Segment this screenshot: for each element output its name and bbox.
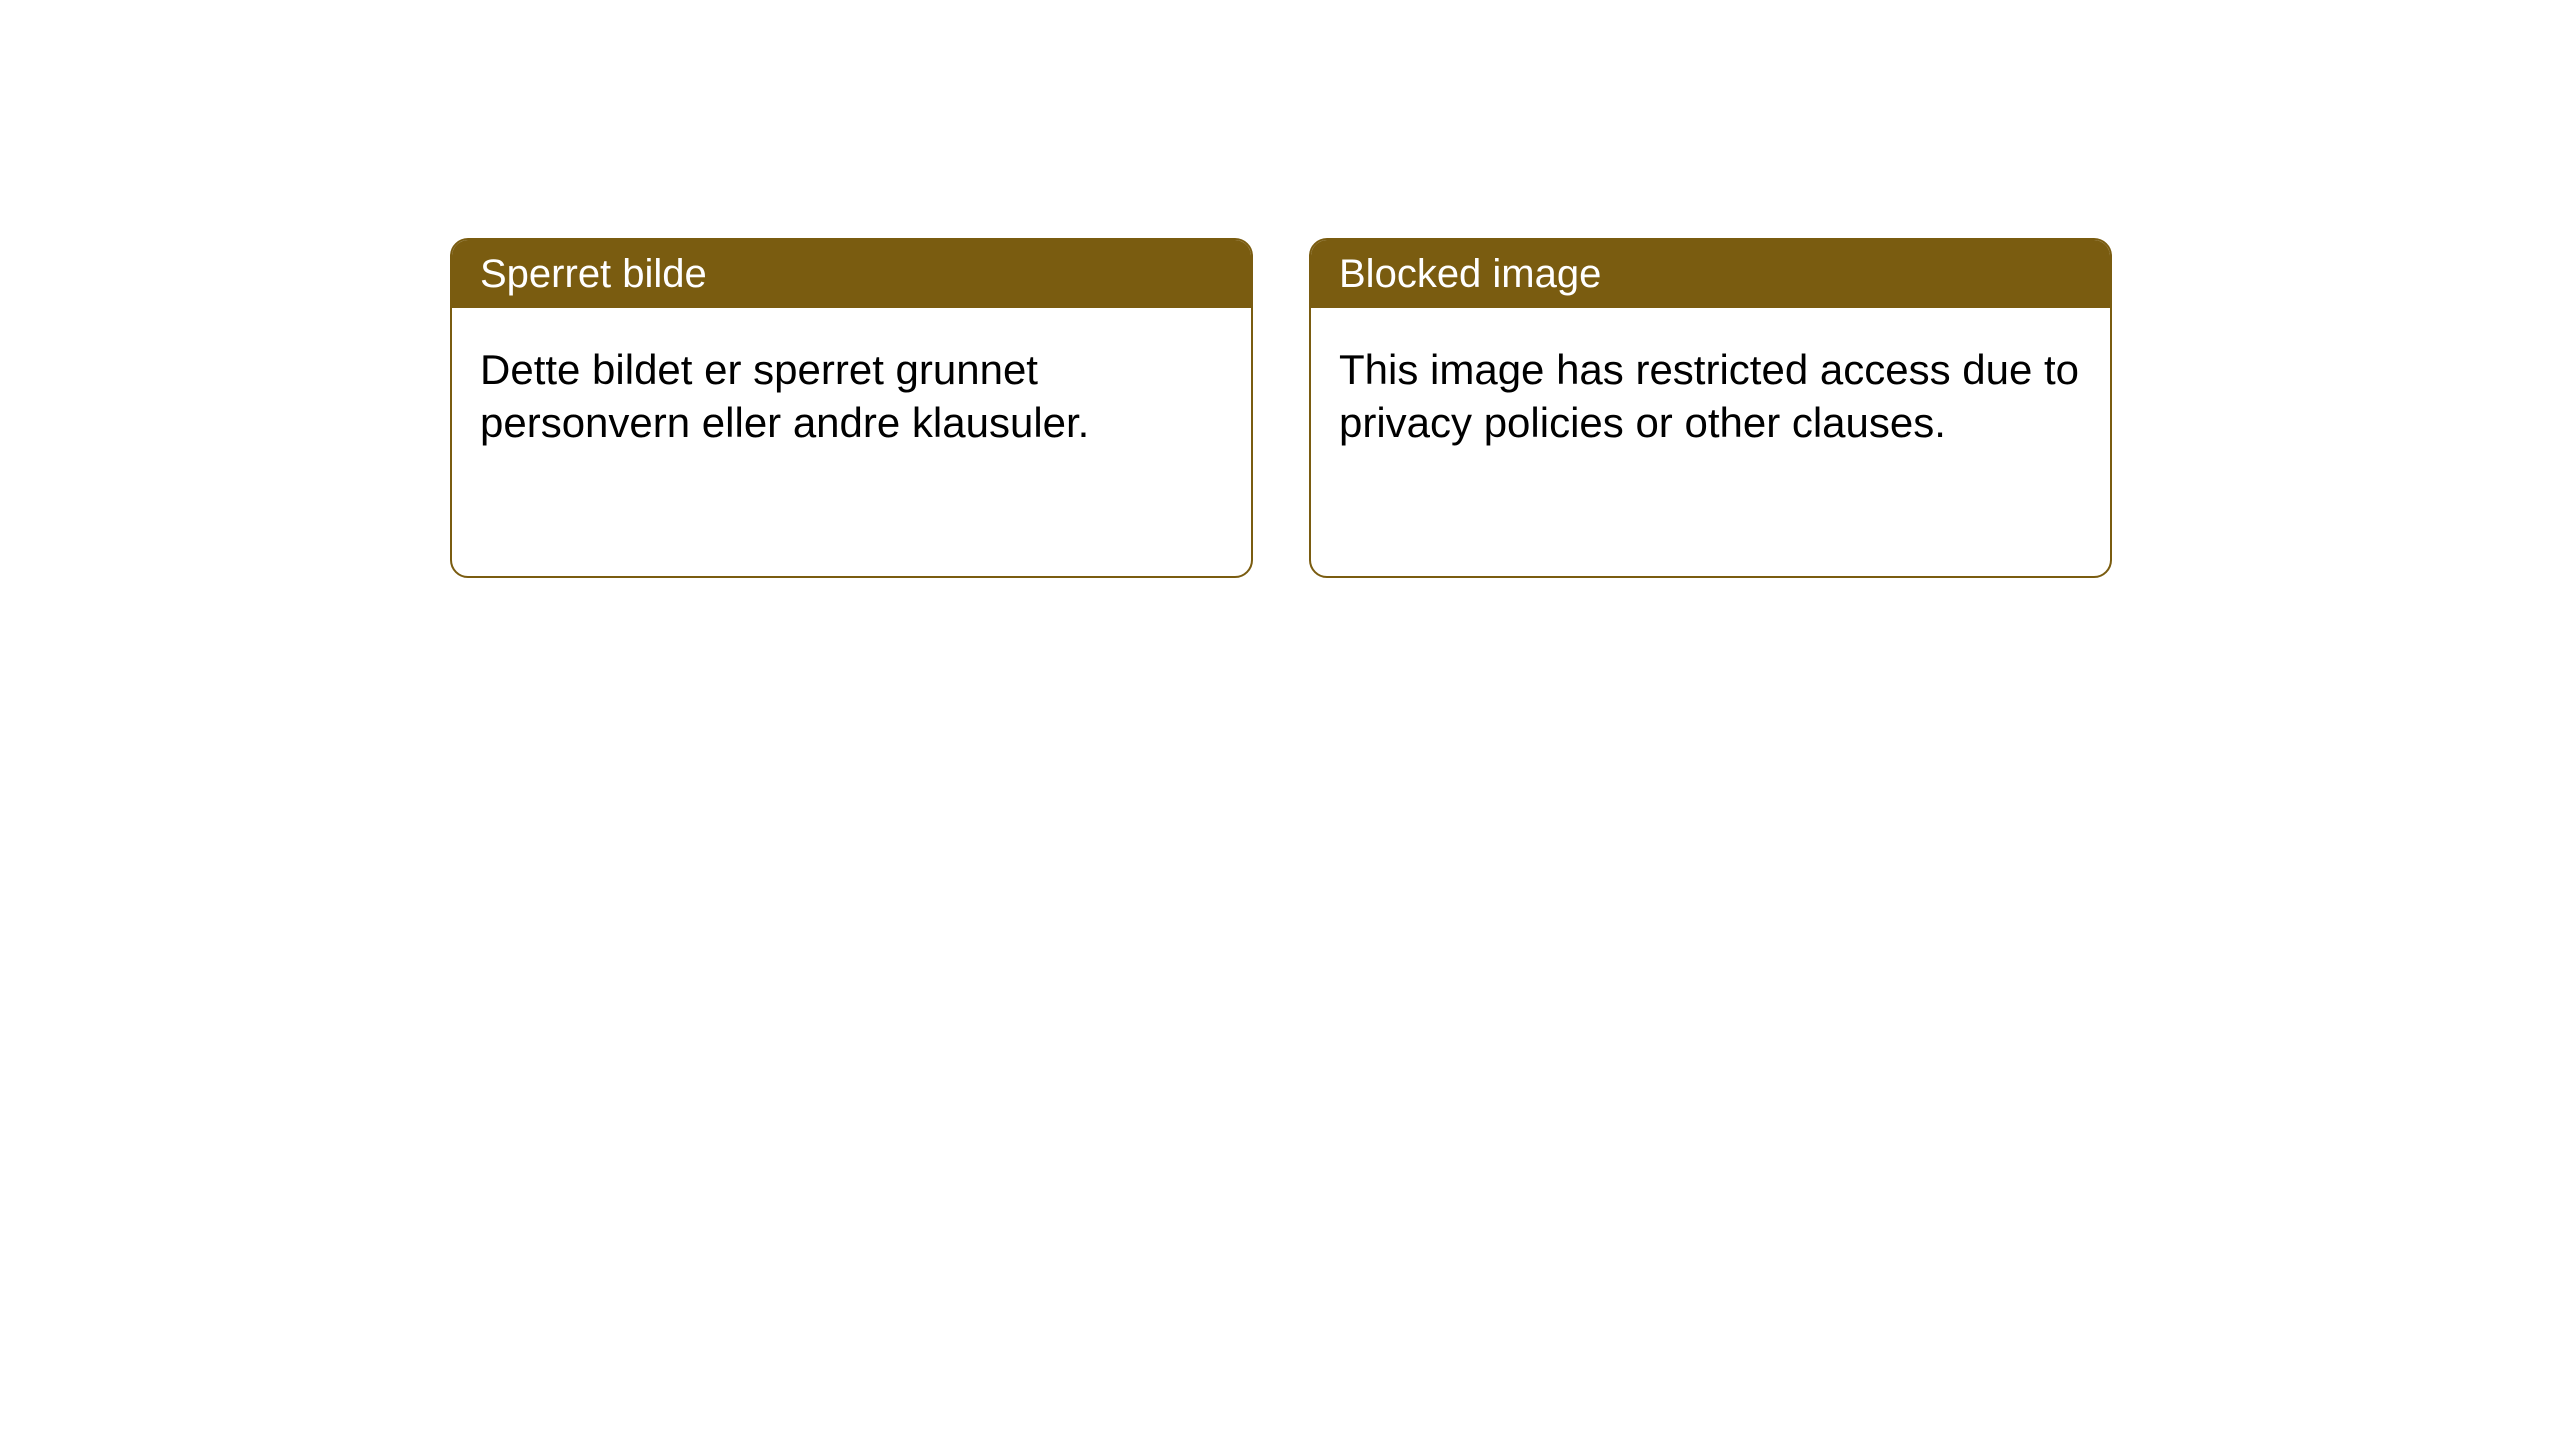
notice-body-english: This image has restricted access due to … [1311,308,2110,485]
notice-body-norwegian: Dette bildet er sperret grunnet personve… [452,308,1251,485]
notice-header-english: Blocked image [1311,240,2110,308]
notice-card-english: Blocked image This image has restricted … [1309,238,2112,578]
notice-header-norwegian: Sperret bilde [452,240,1251,308]
notice-card-norwegian: Sperret bilde Dette bildet er sperret gr… [450,238,1253,578]
notice-container: Sperret bilde Dette bildet er sperret gr… [450,238,2112,578]
